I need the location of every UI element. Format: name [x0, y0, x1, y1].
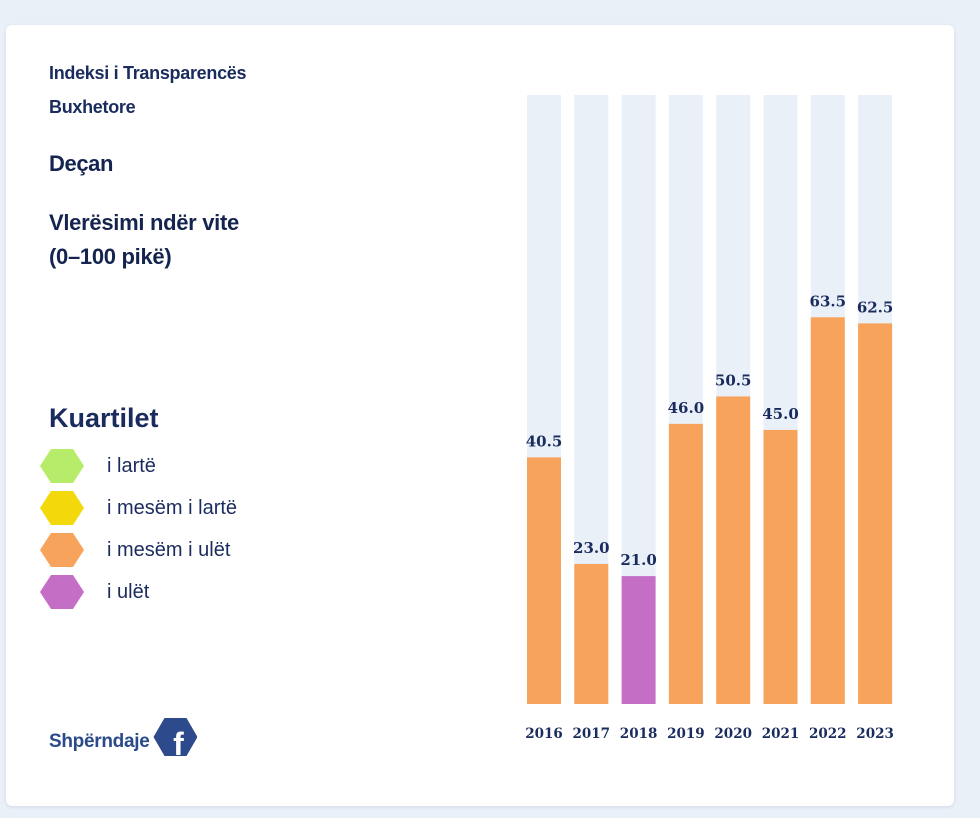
bar-2020: [716, 396, 751, 704]
x-tick-label-2016: 2016: [525, 726, 563, 742]
hexagon-icon: [40, 533, 84, 567]
legend-label: i mesëm i lartë: [107, 496, 238, 519]
subtitle-line1: Vlerësimi ndër vite: [49, 210, 239, 235]
x-tick-label-2022: 2022: [809, 726, 847, 742]
legend-item-low: i ulët: [40, 574, 237, 610]
legend-item-high: i lartë: [40, 448, 237, 484]
value-label-2020: 50.5: [715, 371, 752, 389]
index-title-line1: Indeksi i Transparencës: [49, 63, 247, 83]
bar-2019: [668, 423, 703, 704]
bar-2018: [621, 576, 656, 704]
legend-item-lower-middle: i mesëm i ulët: [40, 532, 237, 568]
share-label: Shpërndaje: [49, 731, 150, 752]
x-tick-label-2018: 2018: [620, 726, 658, 742]
x-tick-label-2020: 2020: [714, 726, 752, 742]
x-tick-label-2019: 2019: [667, 726, 705, 742]
legend-label: i lartë: [107, 454, 156, 477]
value-label-2021: 45.0: [762, 405, 799, 423]
legend-title: Kuartilet: [49, 403, 159, 433]
bar-2023: [858, 323, 893, 704]
value-label-2018: 21.0: [620, 551, 657, 569]
x-tick-label-2021: 2021: [762, 726, 800, 742]
subtitle-line2: (0–100 pikë): [49, 244, 172, 269]
municipality-name: Deçan: [49, 151, 114, 176]
bar-chart: 40.5 23.0 21.0 46.0 50.5 45.0 63.5 62.5 2016 2017…: [525, 95, 894, 742]
chart-subtitle: Vlerësimi ndër vite (0–100 pikë): [49, 206, 349, 274]
x-tick-label-2017: 2017: [573, 726, 611, 742]
value-label-2017: 23.0: [573, 539, 610, 557]
legend: i lartë i mesëm i lartë i mesëm i ulët i…: [40, 448, 237, 616]
hexagon-icon: [40, 575, 84, 609]
bar-2022: [810, 317, 845, 704]
index-title-line2: Buxhetore: [49, 97, 136, 117]
legend-label: i ulët: [107, 580, 150, 603]
value-label-2022: 63.5: [810, 292, 847, 310]
bar-2021: [763, 429, 798, 704]
value-label-2016: 40.5: [526, 432, 563, 450]
bar-2016: [527, 457, 561, 704]
x-tick-label-2023: 2023: [856, 726, 894, 742]
value-label-2023: 62.5: [857, 298, 894, 316]
legend-item-upper-middle: i mesëm i lartë: [40, 490, 237, 526]
bar-2017: [574, 563, 609, 704]
value-label-2019: 46.0: [668, 399, 705, 417]
chart-card: Indeksi i Transparencës Buxhetore Deçan …: [6, 25, 954, 806]
legend-label: i mesëm i ulët: [107, 538, 231, 561]
